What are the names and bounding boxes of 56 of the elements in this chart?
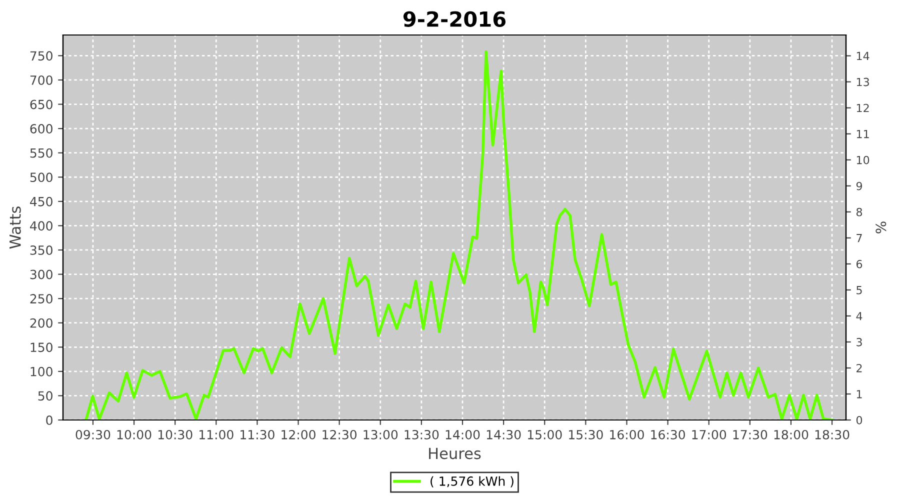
y-tick-label: 200 <box>30 318 52 328</box>
y-tick-label: 100 <box>30 366 52 376</box>
x-tick-label: 16:30 <box>651 430 685 440</box>
x-tick-label: 15:30 <box>569 430 603 440</box>
y2-tick-label: 9 <box>856 182 862 190</box>
y2-tick-label: 11 <box>856 130 869 138</box>
y-axis-title: Watts <box>10 206 21 249</box>
y-tick-label: 550 <box>30 148 52 158</box>
x-tick-label: 10:00 <box>117 430 152 440</box>
y2-tick-label: 10 <box>856 156 870 164</box>
x-tick-label: 10:30 <box>158 430 192 440</box>
y2-tick-label: 8 <box>856 208 862 216</box>
y2-tick-label: 14 <box>856 52 870 60</box>
chart-title: 9-2-2016 <box>403 11 506 27</box>
x-tick-label: 12:30 <box>322 430 357 440</box>
y2-tick-label: 3 <box>856 338 862 346</box>
line-series <box>84 50 834 420</box>
y-tick-label: 650 <box>30 100 52 110</box>
y-tick-label: 600 <box>30 124 52 134</box>
y-tick-label: 0 <box>46 415 52 425</box>
y2-tick-label: 7 <box>856 234 862 242</box>
x-tick-label: 12:00 <box>282 430 316 440</box>
x-axis-title: Heures <box>429 448 481 460</box>
y-tick-label: 50 <box>38 391 52 401</box>
y2-tick-label: 2 <box>856 364 862 372</box>
y-tick-label: 150 <box>30 342 52 352</box>
y2-tick-label: 4 <box>856 312 862 320</box>
x-tick-label: 16:00 <box>610 430 644 440</box>
y-tick-label: 350 <box>30 245 52 255</box>
x-tick-label: 17:30 <box>733 430 768 440</box>
y2-tick-label: 0 <box>856 416 862 424</box>
x-tick-label: 18:30 <box>815 430 850 440</box>
x-tick-label: 18:00 <box>774 430 808 440</box>
x-tick-label: 11:30 <box>240 430 274 440</box>
y-tick-label: 250 <box>30 294 52 304</box>
x-tick-label: 17:00 <box>692 430 726 440</box>
y-tick-label: 500 <box>30 172 52 182</box>
x-tick-label: 15:00 <box>528 430 562 440</box>
x-tick-label: 09:30 <box>76 430 110 440</box>
y-tick-label: 450 <box>30 196 52 206</box>
y-tick-label: 700 <box>30 75 52 85</box>
y2-tick-label: 12 <box>856 104 869 112</box>
x-tick-label: 14:00 <box>446 430 480 440</box>
y2-tick-label: 1 <box>856 390 862 398</box>
x-tick-label: 13:30 <box>404 430 439 440</box>
y2-tick-label: 5 <box>856 286 862 294</box>
y2-tick-label: 6 <box>856 260 862 268</box>
y-tick-label: 400 <box>30 221 52 231</box>
x-tick-label: 13:00 <box>364 430 398 440</box>
y2-axis-title: % <box>876 222 886 234</box>
y-tick-label: 750 <box>30 51 52 61</box>
y-tick-label: 300 <box>30 270 52 280</box>
legend-label: ( 1,576 kWh ) <box>430 476 514 488</box>
x-tick-label: 14:30 <box>486 430 521 440</box>
x-tick-label: 11:00 <box>200 430 234 440</box>
y2-tick-label: 13 <box>856 78 869 86</box>
